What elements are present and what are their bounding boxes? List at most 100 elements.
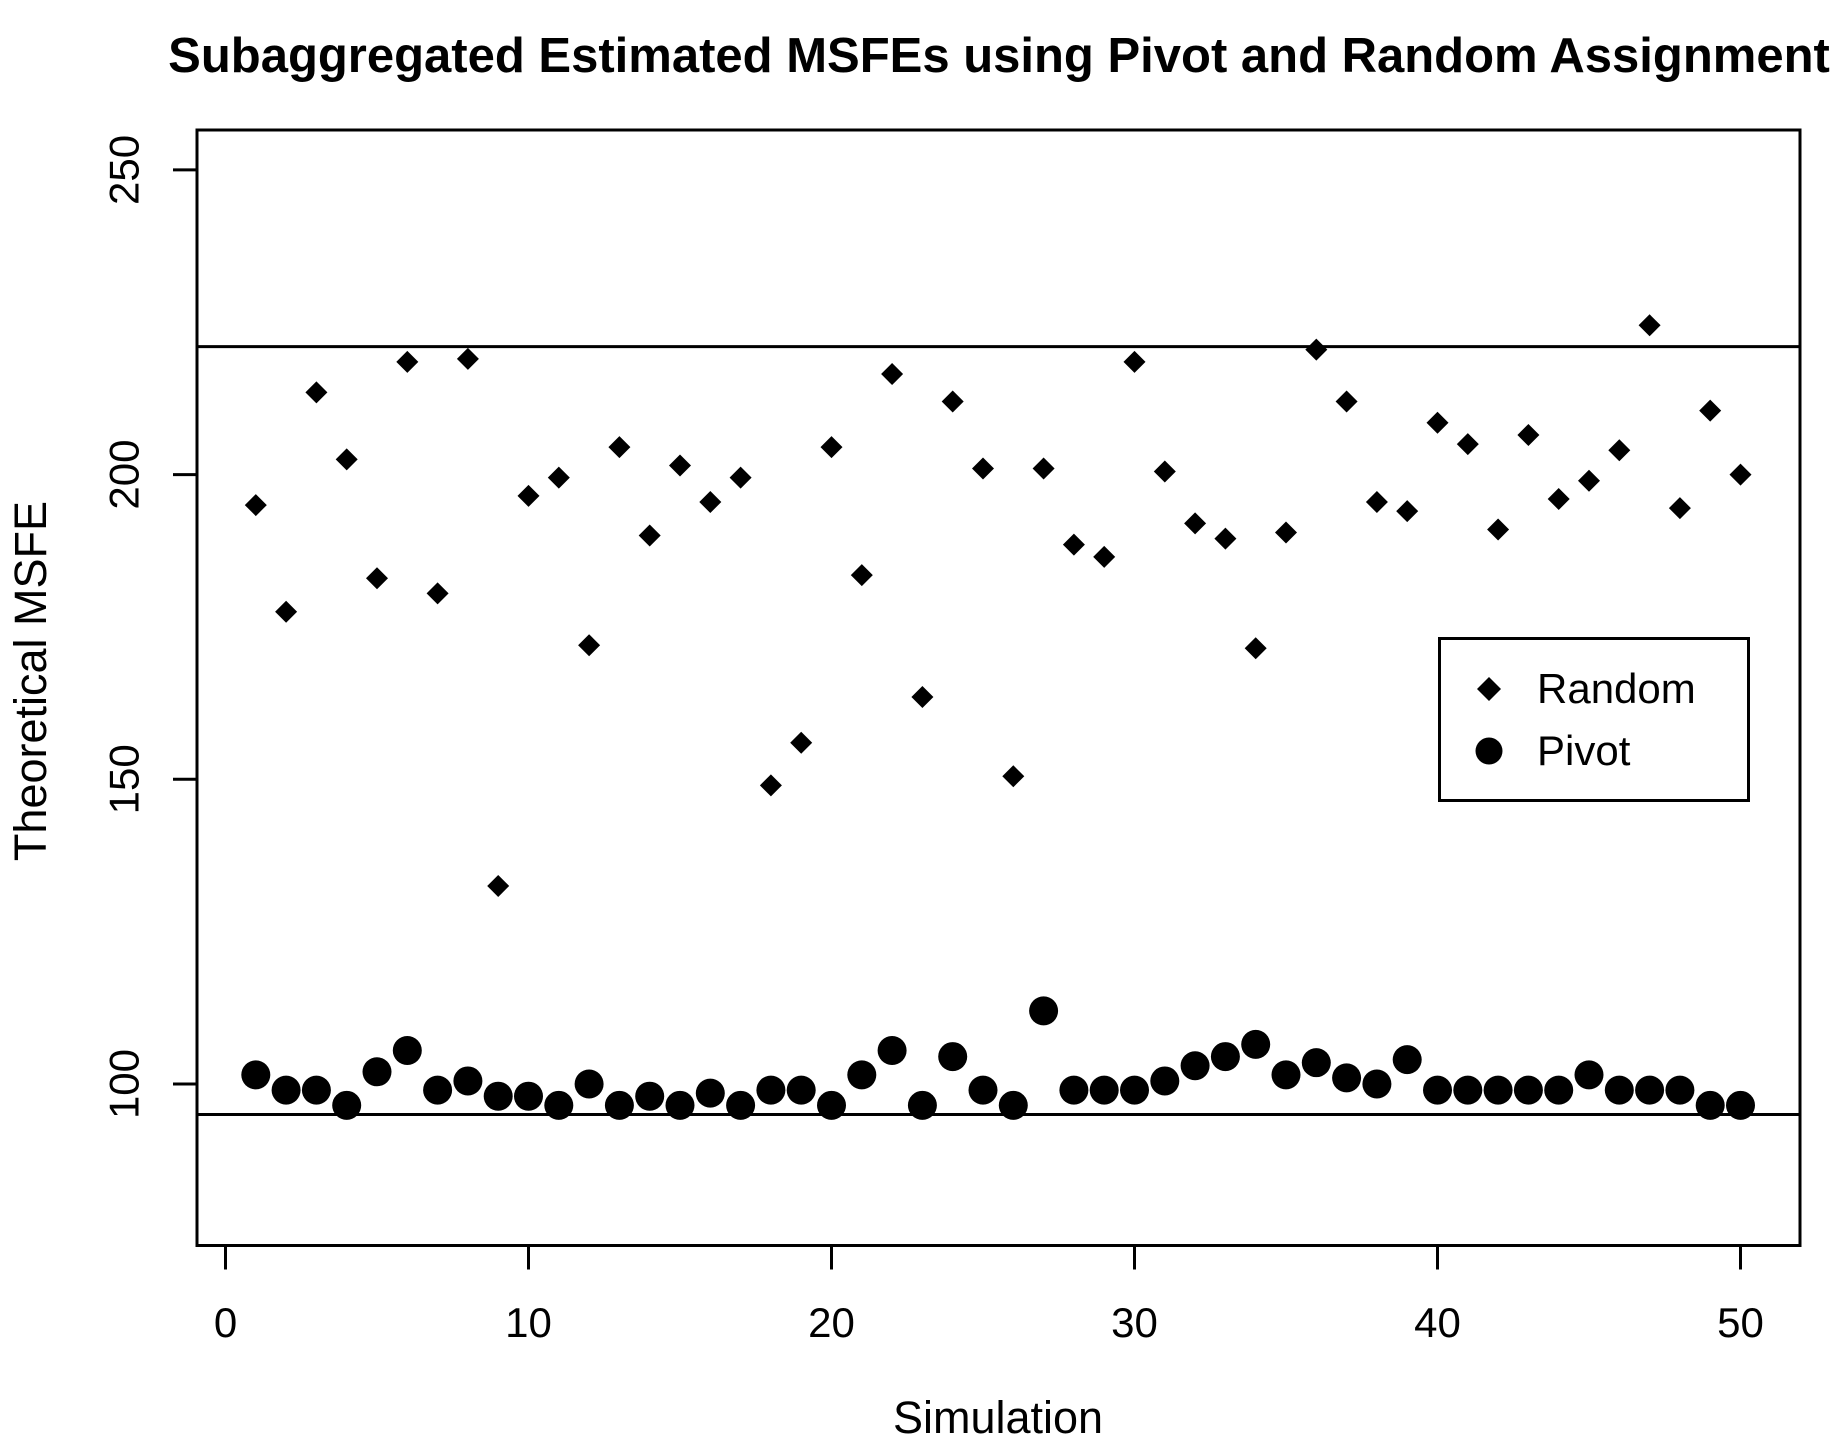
random-point bbox=[790, 731, 813, 754]
random-diamond-icon bbox=[1441, 674, 1537, 704]
pivot-point bbox=[1423, 1075, 1452, 1105]
pivot-point bbox=[544, 1090, 574, 1120]
random-point bbox=[759, 774, 782, 797]
y-tick-label: 200 bbox=[101, 440, 148, 510]
x-tick-label: 20 bbox=[808, 1299, 855, 1346]
random-point bbox=[426, 582, 449, 605]
pivot-point bbox=[453, 1066, 483, 1096]
pivot-point bbox=[1271, 1060, 1301, 1090]
random-point bbox=[1184, 512, 1207, 535]
random-point bbox=[1699, 399, 1722, 422]
pivot-point bbox=[332, 1090, 362, 1120]
random-point bbox=[699, 491, 722, 514]
random-point bbox=[1365, 491, 1388, 514]
pivot-point bbox=[1726, 1090, 1755, 1120]
pivot-point bbox=[1362, 1069, 1392, 1099]
pivot-point bbox=[817, 1090, 846, 1120]
pivot-point bbox=[1301, 1048, 1331, 1078]
random-point bbox=[396, 350, 419, 373]
random-point bbox=[366, 567, 388, 590]
pivot-point bbox=[1513, 1075, 1543, 1105]
pivot-point bbox=[1332, 1063, 1362, 1093]
pivot-point bbox=[1453, 1075, 1483, 1105]
y-tick-label: 250 bbox=[101, 135, 148, 205]
pivot-point bbox=[1241, 1029, 1271, 1059]
random-point bbox=[1032, 457, 1055, 480]
random-point bbox=[1244, 637, 1267, 660]
legend-item-random: Random bbox=[1441, 658, 1747, 720]
random-point bbox=[487, 874, 510, 897]
random-point bbox=[608, 436, 631, 459]
random-point bbox=[638, 524, 661, 547]
random-point bbox=[1426, 411, 1449, 434]
random-point bbox=[335, 448, 358, 471]
pivot-point bbox=[514, 1081, 543, 1111]
random-point bbox=[1123, 350, 1146, 373]
pivot-point bbox=[423, 1075, 453, 1105]
pivot-point bbox=[241, 1060, 271, 1090]
pivot-point bbox=[362, 1057, 392, 1087]
pivot-point bbox=[1483, 1075, 1513, 1105]
random-point bbox=[1456, 433, 1479, 456]
legend-label-random: Random bbox=[1537, 664, 1696, 712]
pivot-circle-icon bbox=[1441, 736, 1537, 766]
pivot-point bbox=[665, 1090, 695, 1120]
random-point bbox=[275, 600, 298, 623]
pivot-point bbox=[786, 1075, 816, 1105]
pivot-point bbox=[1120, 1075, 1149, 1105]
random-point bbox=[1608, 439, 1631, 462]
random-point bbox=[456, 347, 479, 370]
pivot-point bbox=[392, 1035, 422, 1065]
pivot-point bbox=[695, 1078, 725, 1108]
random-point bbox=[1396, 500, 1419, 523]
random-point bbox=[244, 494, 267, 517]
random-point bbox=[1153, 460, 1176, 483]
pivot-point bbox=[998, 1090, 1028, 1120]
y-tick-label: 100 bbox=[101, 1049, 148, 1119]
x-axis-label: Simulation bbox=[892, 1392, 1104, 1443]
x-tick-label: 0 bbox=[214, 1299, 237, 1346]
random-point bbox=[1578, 469, 1600, 492]
random-point bbox=[1638, 314, 1661, 337]
pivot-point bbox=[847, 1060, 877, 1090]
pivot-point bbox=[1695, 1090, 1725, 1120]
random-point bbox=[1517, 423, 1540, 446]
random-point bbox=[669, 454, 691, 477]
plot-box bbox=[195, 128, 1802, 1247]
y-tick-label: 150 bbox=[101, 744, 148, 814]
pivot-point bbox=[1059, 1075, 1089, 1105]
pivot-point bbox=[604, 1090, 634, 1120]
random-point bbox=[881, 363, 904, 386]
pivot-point bbox=[271, 1075, 301, 1105]
random-point bbox=[1275, 521, 1297, 544]
random-point bbox=[911, 686, 934, 709]
pivot-point bbox=[301, 1075, 331, 1105]
random-point bbox=[729, 466, 752, 489]
pivot-point bbox=[1635, 1075, 1665, 1105]
random-point bbox=[1487, 518, 1510, 541]
random-point bbox=[1002, 765, 1025, 788]
pivot-point bbox=[1574, 1060, 1604, 1090]
random-point bbox=[941, 390, 964, 413]
pivot-point bbox=[968, 1075, 998, 1105]
random-point bbox=[850, 564, 873, 587]
pivot-point bbox=[756, 1075, 786, 1105]
y-axis-label: Theoretical MSFE bbox=[5, 500, 56, 862]
pivot-point bbox=[483, 1081, 513, 1111]
random-point bbox=[820, 436, 843, 459]
random-point bbox=[1062, 533, 1085, 556]
random-point bbox=[1335, 390, 1358, 413]
random-point bbox=[1214, 527, 1237, 550]
pivot-point bbox=[1604, 1075, 1634, 1105]
random-point bbox=[1305, 338, 1328, 361]
random-point bbox=[1729, 463, 1752, 486]
pivot-point bbox=[877, 1035, 907, 1065]
legend-label-pivot: Pivot bbox=[1537, 726, 1631, 774]
random-point bbox=[972, 457, 994, 480]
chart-title: Subaggregated Estimated MSFEs using Pivo… bbox=[168, 29, 1830, 83]
pivot-point bbox=[1210, 1042, 1240, 1072]
x-tick-label: 30 bbox=[1111, 1299, 1158, 1346]
pivot-point bbox=[907, 1090, 937, 1120]
